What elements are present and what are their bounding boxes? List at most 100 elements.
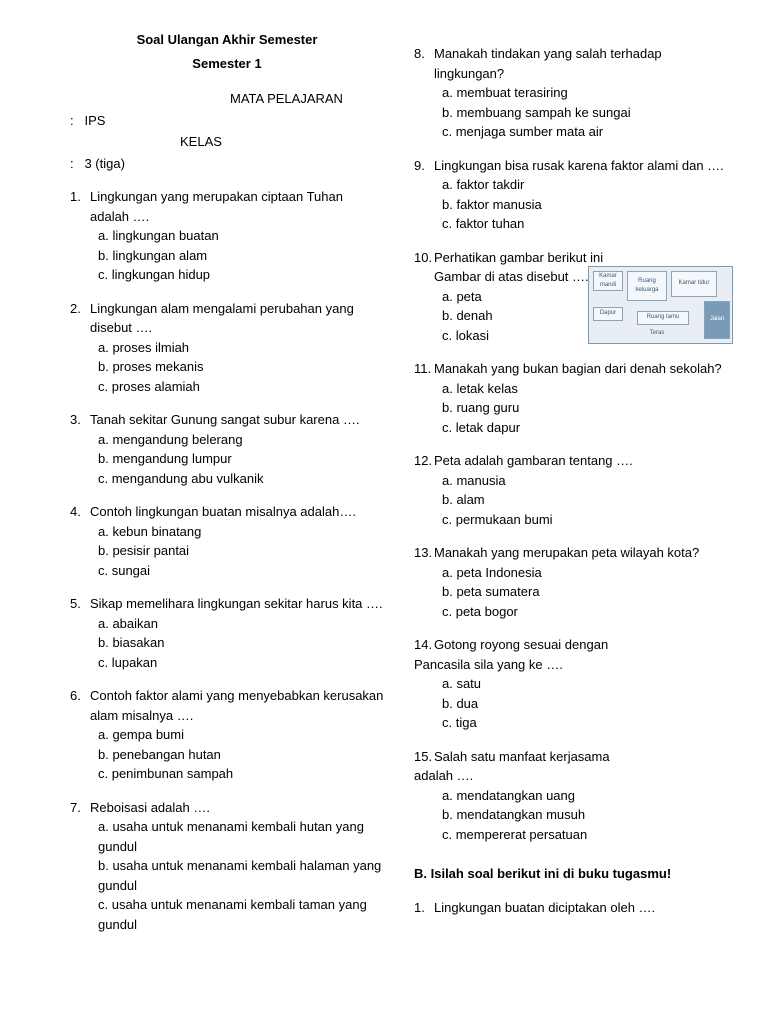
denah-image: Kamar mandiRuang keluargaKamar tidurDapu… bbox=[588, 266, 733, 344]
answer-option: a. satu bbox=[434, 674, 728, 694]
question-number: 7. bbox=[70, 798, 81, 818]
answer-option: b. peta sumatera bbox=[434, 582, 728, 602]
answer-option: b. usaha untuk menanami kembali halaman … bbox=[90, 856, 384, 895]
answer-option: a. proses ilmiah bbox=[90, 338, 384, 358]
question-text: Salah satu manfaat kerjasama bbox=[434, 747, 728, 767]
question-text-cont: Pancasila sila yang ke …. bbox=[414, 655, 728, 675]
answer-option: a. mendatangkan uang bbox=[434, 786, 728, 806]
question-number: 6. bbox=[70, 686, 81, 706]
question-number: 4. bbox=[70, 502, 81, 522]
question-number: 1. bbox=[414, 898, 425, 918]
question: 6. Contoh faktor alami yang menyebabkan … bbox=[70, 686, 384, 784]
answer-option: a. gempa bumi bbox=[90, 725, 384, 745]
question-number: 5. bbox=[70, 594, 81, 614]
question-text: Manakah yang merupakan peta wilayah kota… bbox=[434, 543, 728, 563]
answer-option: a. membuat terasiring bbox=[434, 83, 728, 103]
answer-option: a. usaha untuk menanami kembali hutan ya… bbox=[90, 817, 384, 856]
question-number: 13. bbox=[414, 543, 432, 563]
left-column: Soal Ulangan Akhir Semester Semester 1 M… bbox=[70, 30, 384, 934]
question: 11. Manakah yang bukan bagian dari denah… bbox=[414, 359, 728, 437]
question-text: Contoh faktor alami yang menyebabkan ker… bbox=[90, 686, 384, 725]
question-text: Lingkungan bisa rusak karena faktor alam… bbox=[434, 156, 728, 176]
question: 14.Gotong royong sesuai denganPancasila … bbox=[414, 635, 728, 733]
question-number: 2. bbox=[70, 299, 81, 319]
question: 12. Peta adalah gambaran tentang ….a. ma… bbox=[414, 451, 728, 529]
doc-title-2: Semester 1 bbox=[70, 54, 384, 74]
answer-option: b. dua bbox=[434, 694, 728, 714]
answer-option: b. proses mekanis bbox=[90, 357, 384, 377]
answer-option: a. lingkungan buatan bbox=[90, 226, 384, 246]
meta-subject: : IPS bbox=[70, 111, 384, 131]
question: 2. Lingkungan alam mengalami perubahan ya… bbox=[70, 299, 384, 397]
answer-option: a. abaikan bbox=[90, 614, 384, 634]
question-text: Contoh lingkungan buatan misalnya adalah… bbox=[90, 502, 384, 522]
answer-option: b. pesisir pantai bbox=[90, 541, 384, 561]
section-b-heading: B. Isilah soal berikut ini di buku tugas… bbox=[414, 864, 728, 884]
question-number: 12. bbox=[414, 451, 432, 471]
answer-option: b. penebangan hutan bbox=[90, 745, 384, 765]
answer-option: c. lupakan bbox=[90, 653, 384, 673]
question: 1. Lingkungan yang merupakan ciptaan Tuha… bbox=[70, 187, 384, 285]
answer-option: c. penimbunan sampah bbox=[90, 764, 384, 784]
question: 5. Sikap memelihara lingkungan sekitar h… bbox=[70, 594, 384, 672]
question-number: 3. bbox=[70, 410, 81, 430]
question: 13. Manakah yang merupakan peta wilayah … bbox=[414, 543, 728, 621]
question: 15.Salah satu manfaat kerjasamaadalah ….… bbox=[414, 747, 728, 845]
question-text: Gotong royong sesuai dengan bbox=[434, 635, 728, 655]
question-number: 9. bbox=[414, 156, 425, 176]
question-text: Manakah yang bukan bagian dari denah sek… bbox=[434, 359, 728, 379]
answer-option: a. kebun binatang bbox=[90, 522, 384, 542]
answer-option: a. faktor takdir bbox=[434, 175, 728, 195]
question-text: Tanah sekitar Gunung sangat subur karena… bbox=[90, 410, 384, 430]
question-text: Manakah tindakan yang salah terhadap lin… bbox=[434, 44, 728, 83]
answer-option: c. sungai bbox=[90, 561, 384, 581]
question-number: 8. bbox=[414, 44, 425, 64]
question-number: 10. bbox=[414, 248, 432, 268]
doc-title-1: Soal Ulangan Akhir Semester bbox=[70, 30, 384, 50]
question-number: 14. bbox=[414, 635, 432, 655]
answer-option: b. mendatangkan musuh bbox=[434, 805, 728, 825]
answer-option: c. mengandung abu vulkanik bbox=[90, 469, 384, 489]
question: 3. Tanah sekitar Gunung sangat subur kar… bbox=[70, 410, 384, 488]
question: 1. Lingkungan buatan diciptakan oleh …. bbox=[414, 898, 728, 918]
answer-option: b. biasakan bbox=[90, 633, 384, 653]
answer-option: c. tiga bbox=[434, 713, 728, 733]
question: 8. Manakah tindakan yang salah terhadap … bbox=[414, 44, 728, 142]
question-text: Perhatikan gambar berikut ini bbox=[434, 248, 728, 268]
answer-option: c. faktor tuhan bbox=[434, 214, 728, 234]
answer-option: c. menjaga sumber mata air bbox=[434, 122, 728, 142]
answer-option: c. permukaan bumi bbox=[434, 510, 728, 530]
question: 10.Kamar mandiRuang keluargaKamar tidurD… bbox=[414, 248, 728, 346]
answer-option: b. faktor manusia bbox=[434, 195, 728, 215]
question: 4. Contoh lingkungan buatan misalnya ada… bbox=[70, 502, 384, 580]
answer-option: c. usaha untuk menanami kembali taman ya… bbox=[90, 895, 384, 934]
answer-option: b. lingkungan alam bbox=[90, 246, 384, 266]
answer-option: c. peta bogor bbox=[434, 602, 728, 622]
question-text: Peta adalah gambaran tentang …. bbox=[434, 451, 728, 471]
right-column: 8. Manakah tindakan yang salah terhadap … bbox=[414, 30, 728, 934]
answer-option: c. mempererat persatuan bbox=[434, 825, 728, 845]
meta-mata: MATA PELAJARAN bbox=[70, 89, 384, 109]
answer-option: b. membuang sampah ke sungai bbox=[434, 103, 728, 123]
question: 7. Reboisasi adalah ….a. usaha untuk men… bbox=[70, 798, 384, 935]
meta-kelas: : 3 (tiga) bbox=[70, 154, 384, 174]
question-text: Sikap memelihara lingkungan sekitar haru… bbox=[90, 594, 384, 614]
answer-option: c. proses alamiah bbox=[90, 377, 384, 397]
answer-option: c. lingkungan hidup bbox=[90, 265, 384, 285]
answer-option: b. ruang guru bbox=[434, 398, 728, 418]
answer-option: a. manusia bbox=[434, 471, 728, 491]
answer-option: c. letak dapur bbox=[434, 418, 728, 438]
answer-option: b. alam bbox=[434, 490, 728, 510]
question-text: Lingkungan yang merupakan ciptaan Tuhan … bbox=[90, 187, 384, 226]
question-number: 11. bbox=[414, 359, 431, 379]
question-text-cont: adalah …. bbox=[414, 766, 728, 786]
answer-option: a. letak kelas bbox=[434, 379, 728, 399]
question-text: Lingkungan alam mengalami perubahan yang… bbox=[90, 299, 384, 338]
question-number: 1. bbox=[70, 187, 81, 207]
answer-option: b. mengandung lumpur bbox=[90, 449, 384, 469]
answer-option: a. peta Indonesia bbox=[434, 563, 728, 583]
question-text: Lingkungan buatan diciptakan oleh …. bbox=[434, 898, 728, 918]
answer-option: a. mengandung belerang bbox=[90, 430, 384, 450]
question: 9. Lingkungan bisa rusak karena faktor a… bbox=[414, 156, 728, 234]
question-number: 15. bbox=[414, 747, 432, 767]
